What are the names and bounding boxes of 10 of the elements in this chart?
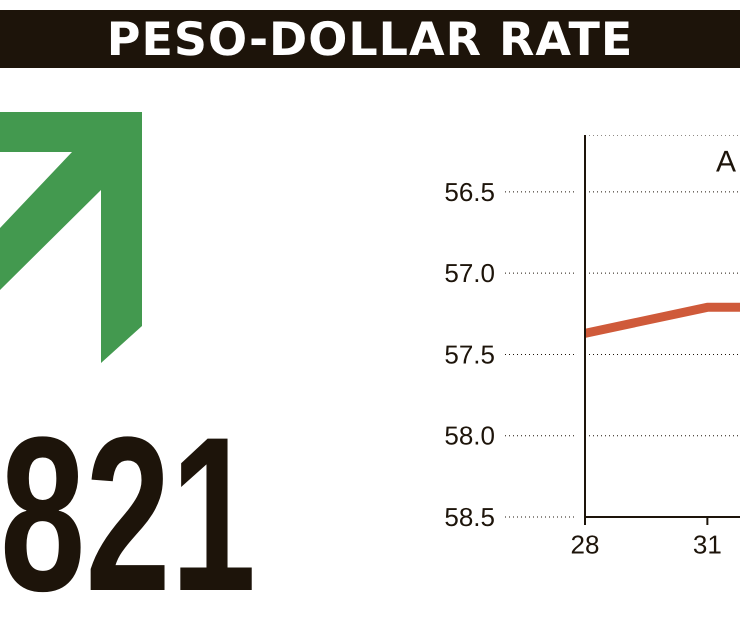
annotation: A [716,146,736,178]
x-tick-label: 28 [570,529,600,560]
y-tick-label: 58.0 [444,420,495,451]
text: 821 [0,391,368,637]
y-tick-label: 57.5 [444,339,495,370]
x-tick-label: 31 [692,529,722,560]
y-tick-label: 57.0 [444,258,495,288]
y-tick-label: 58.5 [444,502,495,532]
y-tick-label: 56.5 [444,176,495,207]
chart-title: PESO-DOLLAR RATE [0,10,740,68]
